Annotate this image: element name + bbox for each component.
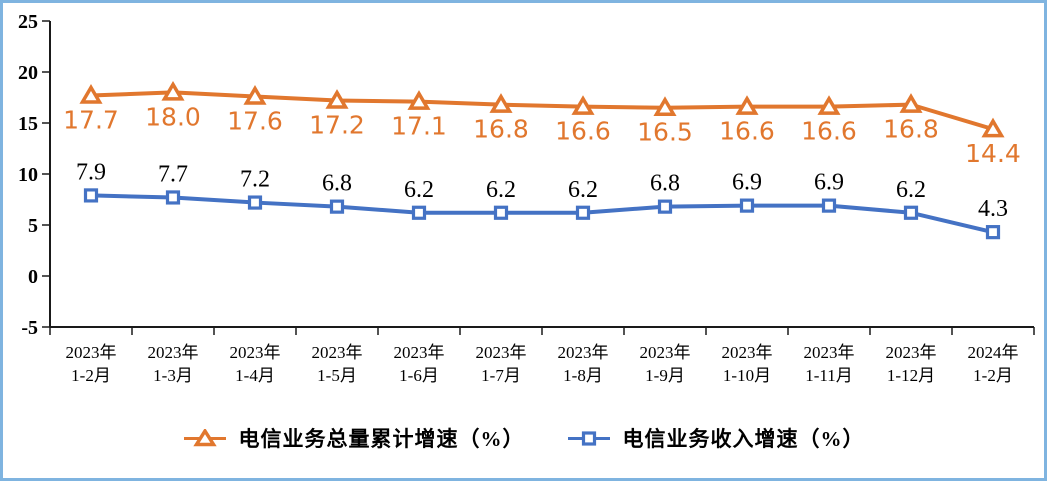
data-point-marker-square <box>165 190 181 205</box>
data-point-value-label: 6.2 <box>486 177 516 203</box>
chart-legend: 电信业务总量累计增速（%） 电信业务收入增速（%） <box>3 422 1044 454</box>
data-point-marker-triangle <box>981 117 1005 138</box>
data-point-value-label: 16.5 <box>637 118 693 147</box>
legend-square-marker-icon <box>567 431 610 446</box>
data-point-marker-triangle <box>817 95 841 115</box>
x-axis-category-year-label: 2024年 <box>968 343 1019 362</box>
series-1-line <box>89 193 995 235</box>
legend-item-revenue-growth: 电信业务收入增速（%） <box>567 423 865 453</box>
x-axis-category-year-label: 2023年 <box>804 343 855 362</box>
data-point-value-label: 6.8 <box>322 171 352 197</box>
data-point-marker-triangle <box>489 93 513 113</box>
data-point-marker-square <box>411 205 427 220</box>
data-point-marker-square <box>903 205 919 220</box>
x-axis-category-months-label: 1-11月 <box>805 366 853 385</box>
data-point-value-label: 16.6 <box>555 117 611 146</box>
data-point-value-label: 17.6 <box>227 106 283 135</box>
x-axis-category-months-label: 1-10月 <box>723 366 771 385</box>
y-axis-tick-label: 15 <box>18 113 38 135</box>
x-axis-category-year-label: 2023年 <box>476 343 527 362</box>
legend-triangle-marker-icon <box>183 429 226 447</box>
x-axis-category-year-label: 2023年 <box>640 343 691 362</box>
data-point-marker-square <box>985 225 1001 240</box>
data-point-value-label: 16.6 <box>801 117 857 146</box>
data-point-value-label: 16.6 <box>719 117 775 146</box>
data-point-value-label: 6.8 <box>650 171 680 197</box>
data-point-value-label: 6.2 <box>896 177 926 203</box>
data-point-value-label: 6.2 <box>404 177 434 203</box>
data-point-marker-triangle <box>735 95 759 115</box>
x-axis-category-year-label: 2023年 <box>66 343 117 362</box>
data-point-marker-square <box>821 198 837 213</box>
data-point-marker-square <box>739 198 755 213</box>
data-point-value-label: 16.8 <box>883 115 939 144</box>
data-point-value-label: 16.8 <box>473 115 529 144</box>
data-point-marker-triangle <box>243 85 267 105</box>
data-point-marker-triangle <box>79 83 103 104</box>
data-point-marker-triangle <box>571 95 595 115</box>
data-point-value-label: 17.7 <box>63 105 119 134</box>
data-point-marker-triangle <box>899 93 923 113</box>
data-point-value-label: 18.0 <box>145 102 201 131</box>
legend-label-total-volume-growth: 电信业务总量累计增速（%） <box>238 427 525 451</box>
series-0-line <box>89 90 995 132</box>
y-axis-tick-label: 5 <box>28 215 38 237</box>
data-point-value-label: 6.9 <box>814 170 844 196</box>
legend-label-revenue-growth: 电信业务收入增速（%） <box>622 427 865 451</box>
data-point-marker-square <box>493 205 509 220</box>
y-axis-tick-label: -5 <box>21 317 38 339</box>
data-point-value-label: 7.7 <box>158 161 188 187</box>
x-axis-category-months-label: 1-2月 <box>973 366 1013 385</box>
y-axis-tick-label: 0 <box>28 266 38 288</box>
x-axis-category-months-label: 1-7月 <box>481 366 521 385</box>
data-point-marker-square <box>575 205 591 220</box>
telecom-growth-line-chart: 25 20 15 10 5 0 -5 2023年 1-2月 2023年 1-3月 2023年 1-4月 2… <box>18 11 1035 385</box>
y-axis-tick-label: 25 <box>18 11 38 33</box>
data-point-marker-square <box>657 199 673 214</box>
data-point-marker-triangle <box>325 89 349 109</box>
data-point-marker-triangle <box>653 96 677 116</box>
data-point-value-label: 4.3 <box>978 196 1008 222</box>
x-axis-category-year-label: 2023年 <box>230 343 281 362</box>
y-axis-tick-label: 20 <box>18 62 38 84</box>
data-point-value-label: 6.9 <box>732 170 762 196</box>
data-point-marker-square <box>329 199 345 214</box>
x-axis-category-year-label: 2023年 <box>722 343 773 362</box>
data-point-marker-square <box>247 195 263 210</box>
legend-item-total-volume-growth: 电信业务总量累计增速（%） <box>183 423 525 453</box>
data-point-value-label: 7.9 <box>76 159 106 185</box>
data-point-value-label: 17.2 <box>309 111 365 140</box>
x-axis-category-months-label: 1-2月 <box>71 366 111 385</box>
x-axis-category-months-label: 1-6月 <box>399 366 439 385</box>
x-axis-category-year-label: 2023年 <box>886 343 937 362</box>
x-axis-category-year-label: 2023年 <box>148 343 199 362</box>
data-point-marker-triangle <box>161 80 185 101</box>
x-axis-category-months-label: 1-5月 <box>317 366 357 385</box>
data-point-value-label: 7.2 <box>240 167 270 193</box>
data-point-value-label: 14.4 <box>965 139 1021 168</box>
x-axis-category-months-label: 1-8月 <box>563 366 603 385</box>
data-point-value-label: 6.2 <box>568 177 598 203</box>
x-axis-category-months-label: 1-3月 <box>153 366 193 385</box>
x-axis-category-months-label: 1-9月 <box>645 366 685 385</box>
x-axis-category-months-label: 1-4月 <box>235 366 275 385</box>
data-point-marker-square <box>83 188 99 203</box>
x-axis-category-months-label: 1-12月 <box>887 366 935 385</box>
x-axis-category-year-label: 2023年 <box>394 343 445 362</box>
y-axis-tick-label: 10 <box>18 164 38 186</box>
x-axis-category-year-label: 2023年 <box>312 343 363 362</box>
data-point-marker-triangle <box>407 90 431 110</box>
x-axis-category-year-label: 2023年 <box>558 343 609 362</box>
data-point-value-label: 17.1 <box>391 112 447 141</box>
